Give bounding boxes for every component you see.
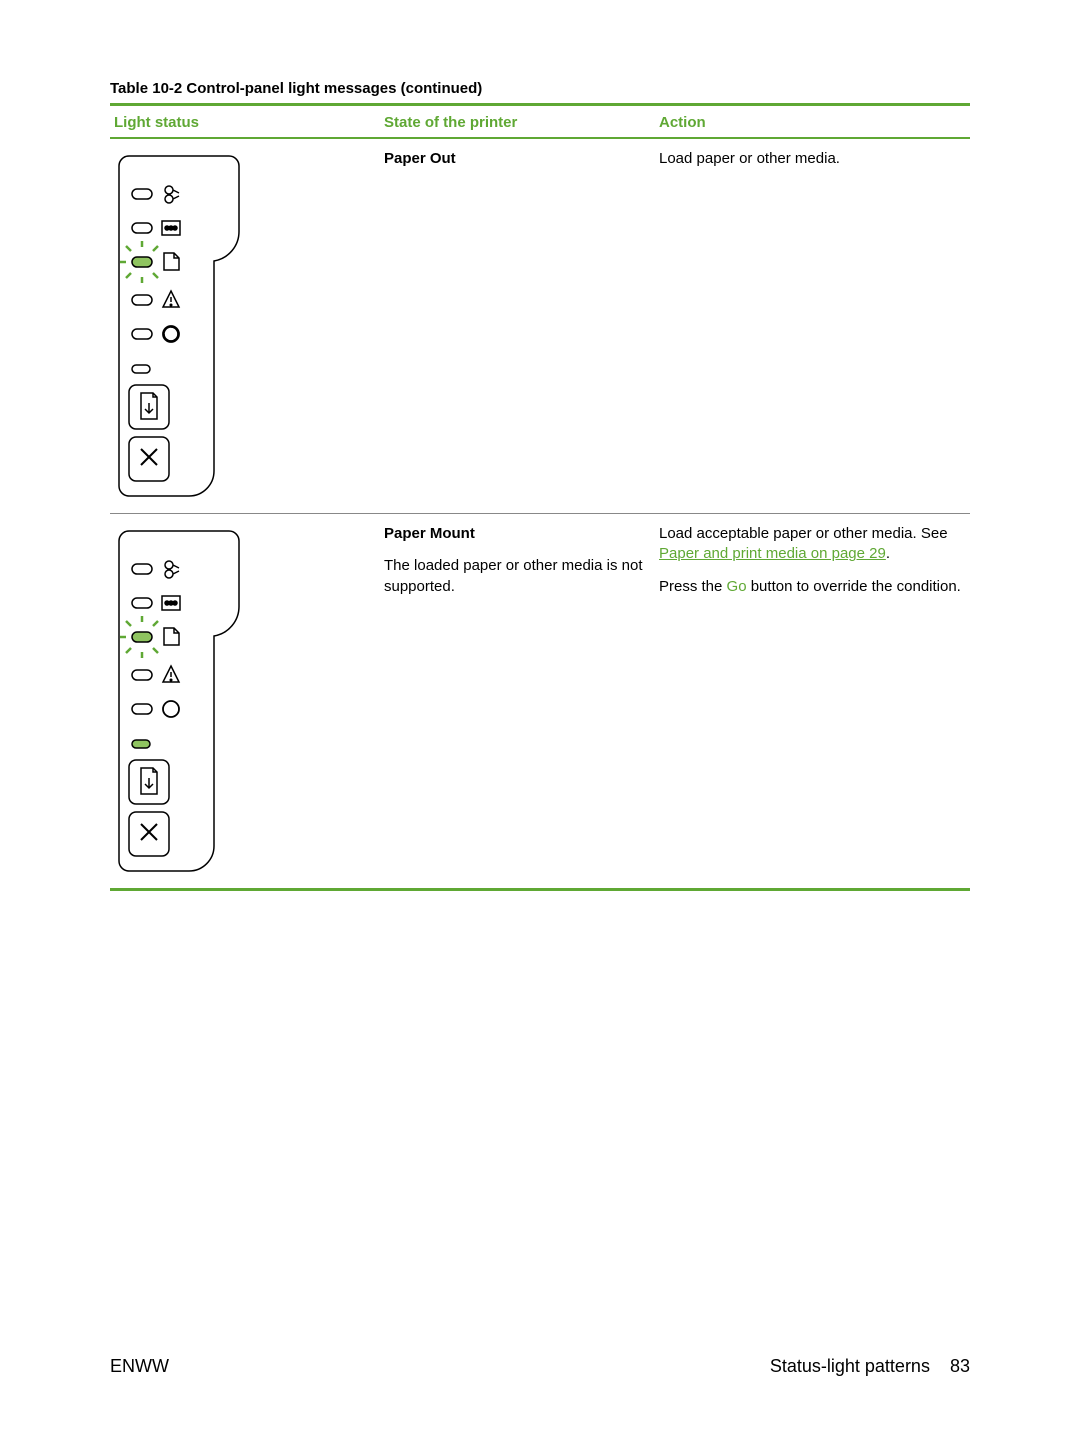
action-p1-post: .	[886, 545, 890, 562]
table-row: Paper Out Load paper or other media.	[110, 138, 970, 514]
light-messages-table: Light status State of the printer Action	[110, 103, 970, 891]
cell-action: Load paper or other media.	[655, 138, 970, 514]
state-title: Paper Mount	[384, 524, 651, 544]
action-p1-pre: Load acceptable paper or other media. Se…	[659, 525, 948, 542]
footer-right: Status-light patterns 83	[770, 1356, 970, 1377]
go-button-ref: Go	[727, 578, 747, 595]
footer-left: ENWW	[110, 1356, 169, 1377]
state-body: The loaded paper or other media is not s…	[384, 557, 643, 594]
cell-light-status	[110, 138, 380, 514]
col-action: Action	[655, 105, 970, 139]
cell-light-status	[110, 514, 380, 890]
table-caption: Table 10-2 Control-panel light messages …	[110, 80, 970, 97]
col-state: State of the printer	[380, 105, 655, 139]
table-header-row: Light status State of the printer Action	[110, 105, 970, 139]
paper-media-link[interactable]: Paper and print media on page 29	[659, 545, 886, 562]
cell-state: Paper Out	[380, 138, 655, 514]
table-row: Paper Mount The loaded paper or other me…	[110, 514, 970, 890]
action-text-1: Load acceptable paper or other media. Se…	[659, 524, 966, 565]
page-footer: ENWW Status-light patterns 83	[110, 1356, 970, 1377]
cell-state: Paper Mount The loaded paper or other me…	[380, 514, 655, 890]
control-panel-icon	[114, 526, 259, 876]
cell-action: Load acceptable paper or other media. Se…	[655, 514, 970, 890]
action-p2-post: button to override the condition.	[747, 578, 961, 595]
col-light-status: Light status	[110, 105, 380, 139]
action-text: Load paper or other media.	[659, 149, 966, 169]
control-panel-icon	[114, 151, 259, 501]
state-title: Paper Out	[384, 149, 651, 169]
footer-section-title: Status-light patterns	[770, 1356, 930, 1376]
action-text-2: Press the Go button to override the cond…	[659, 577, 966, 597]
footer-page-number: 83	[950, 1356, 970, 1376]
action-p2-pre: Press the	[659, 578, 727, 595]
